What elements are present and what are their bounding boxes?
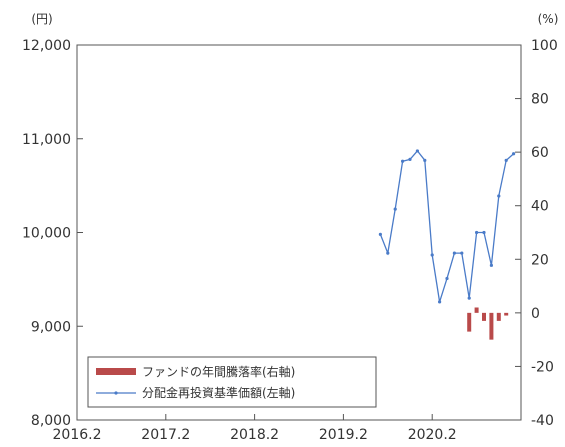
- data-point: [460, 251, 464, 255]
- legend-label: ファンドの年間騰落率(右軸): [142, 364, 295, 379]
- line-series: [378, 149, 516, 304]
- x-tick-label: 2016.2: [53, 427, 102, 443]
- data-point: [497, 194, 501, 198]
- legend-swatch-point: [114, 391, 118, 395]
- bar: [482, 312, 486, 321]
- legend-label: 分配金再投資基準価額(左軸): [142, 385, 295, 400]
- data-point: [504, 158, 508, 162]
- bar: [489, 312, 494, 340]
- x-tick-label: 2018.2: [230, 427, 279, 443]
- left-tick-label: 9,000: [31, 319, 71, 335]
- data-point: [467, 296, 471, 300]
- data-point: [475, 230, 479, 235]
- x-tick-label: 2019.2: [319, 427, 368, 443]
- bar: [467, 312, 472, 332]
- data-point: [445, 276, 449, 281]
- data-point: [452, 251, 456, 255]
- x-tick-label: 2020.2: [408, 427, 457, 443]
- bar: [496, 312, 501, 321]
- data-point: [430, 253, 434, 257]
- right-tick-label: -20: [531, 359, 554, 375]
- data-point: [378, 232, 382, 236]
- data-point: [438, 300, 442, 304]
- data-point: [511, 152, 516, 156]
- data-point: [482, 230, 486, 235]
- axes: 8,000 9,000 10,000 11,000 12,000 -40 -20 0 20 40 6…: [22, 12, 558, 443]
- legend: ファンドの年間騰落率(右軸) 分配金再投資基準価額(左軸): [87, 356, 377, 408]
- bar: [504, 312, 509, 316]
- bar: [474, 307, 479, 313]
- bar-series: [467, 307, 509, 340]
- left-tick-label: 11,000: [22, 132, 71, 148]
- data-point: [489, 263, 493, 267]
- right-tick-label: 40: [531, 199, 549, 215]
- data-point: [386, 251, 390, 255]
- data-point: [415, 149, 419, 153]
- right-tick-label: 60: [531, 145, 549, 161]
- left-tick-label: 10,000: [22, 226, 71, 242]
- left-axis-unit: (円): [31, 12, 52, 26]
- data-point: [408, 157, 412, 161]
- left-tick-label: 8,000: [31, 413, 71, 429]
- legend-swatch-bar: [96, 368, 136, 375]
- data-point: [393, 207, 397, 211]
- right-tick-label: 80: [531, 92, 549, 108]
- right-tick-label: 100: [531, 38, 558, 54]
- x-tick-label: 2017.2: [141, 427, 190, 443]
- right-axis-unit: (%): [538, 12, 559, 26]
- right-tick-label: -40: [531, 413, 554, 429]
- data-point: [401, 159, 405, 163]
- left-tick-label: 12,000: [22, 38, 71, 54]
- right-tick-label: 0: [531, 306, 540, 322]
- legend-box: [87, 356, 377, 408]
- right-tick-label: 20: [531, 252, 549, 268]
- data-point: [423, 158, 427, 162]
